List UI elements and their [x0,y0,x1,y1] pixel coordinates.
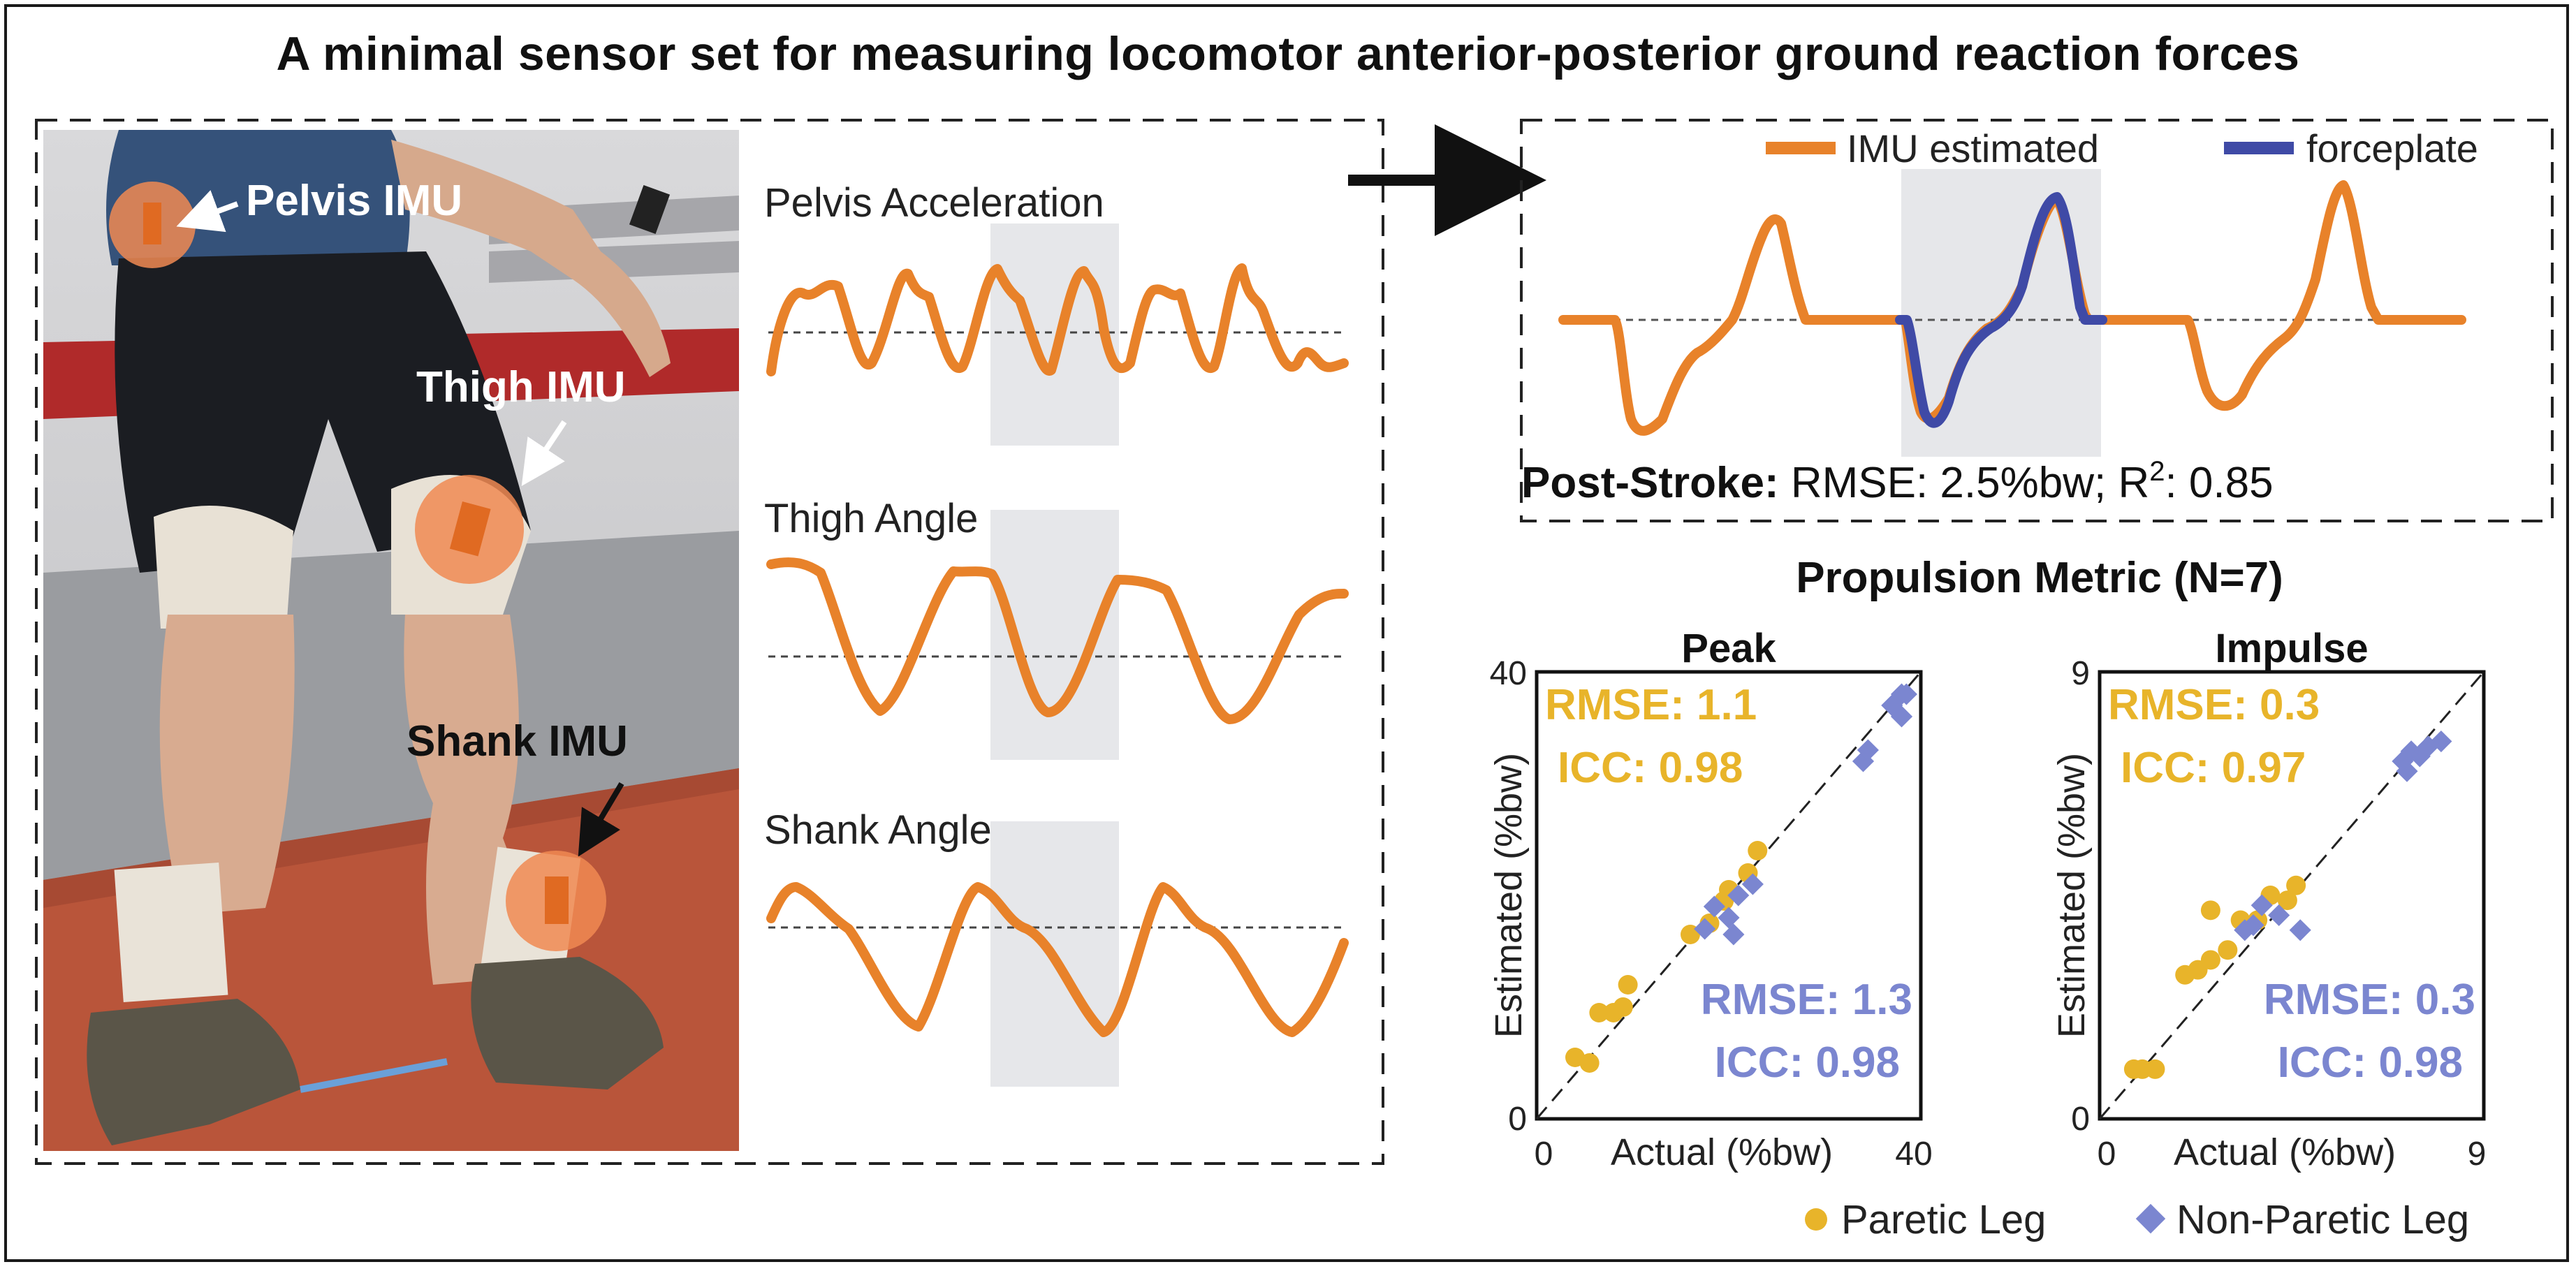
paretic-icc: ICC: 0.97 [2121,744,2306,792]
nonparetic-point [2242,914,2264,937]
pelvis-imu-arrow [176,190,239,233]
caption-end: : 0.85 [2165,459,2273,507]
scatter-plot-impulse: Impulse 9 00 9 Actual (%bw) Estimated (%bw) RM… [2051,626,2486,1173]
scatter-plot-peak: Peak 40 00 40 Actual (%bw) Estimated (%bw) RMS… [1488,626,1933,1173]
sensor-panel-border [35,119,1384,1165]
pelvis-imu-label: Pelvis IMU [246,177,462,225]
figure-frame [4,4,2569,1262]
paretic-point [1618,975,1638,995]
shank-signal-label: Shank Angle [764,807,992,853]
paretic-point [1613,997,1633,1017]
nonparetic-point [2268,904,2290,927]
pelvis-highlight [990,223,1119,446]
y-tick-max: 40 [1490,655,1527,692]
paretic-point [2200,950,2220,970]
y-axis-label: Estimated (%bw) [2051,753,2093,1038]
y-tick-max: 9 [2071,655,2090,692]
paretic-point [2200,900,2220,920]
shank-angle-trace [766,882,1349,1037]
x-tick-max: 40 [1895,1136,1932,1173]
legend-nonparetic-marker [2135,1203,2166,1234]
paretic-point [2145,1059,2165,1079]
nonparetic-point [1703,895,1725,918]
y-axis-label: Estimated (%bw) [1488,753,1530,1038]
subject-photo [43,130,739,1151]
nonparetic-point [1727,884,1750,907]
paretic-point [2286,875,2306,895]
nonparetic-point [2289,919,2311,941]
legend-forceplate-label: forceplate [2306,126,2478,170]
x-tick-max: 9 [2468,1136,2487,1173]
caption-bold: Post-Stroke: [1521,459,1779,507]
thigh-signal-label: Thigh Angle [764,496,978,541]
legend-paretic-label: Paretic Leg [1841,1197,2046,1242]
post-stroke-caption: Post-Stroke: RMSE: 2.5%bw; R2: 0.85 [1521,456,2274,507]
paretic-rmse: RMSE: 0.3 [2108,681,2320,729]
legend-nonparetic-label: Non-Paretic Leg [2176,1197,2469,1242]
paretic-point [1748,841,1768,860]
paretic-point [2277,890,2297,911]
nonparetic-icc: ICC: 0.98 [1715,1039,1900,1087]
paretic-icc: ICC: 0.98 [1558,744,1743,792]
nonparetic-point [2430,730,2452,753]
legend-imu-label: IMU estimated [1847,126,2099,170]
paretic-point [1579,1053,1600,1073]
caption-sup: 2 [2149,456,2165,487]
legend-paretic-marker [1805,1208,1827,1231]
pelvis-acceleration-trace [766,263,1349,376]
nonparetic-icc: ICC: 0.98 [2278,1039,2463,1087]
figure-title: A minimal sensor set for measuring locom… [276,27,2300,80]
nonparetic-point [2396,760,2418,782]
nonparetic-point [1694,918,1716,940]
plot-frame [2098,670,2486,1121]
plot-frame [1535,670,1923,1121]
thigh-imu-label: Thigh IMU [416,363,626,411]
shank-imu-arrow [578,782,624,857]
propulsion-title: Propulsion Metric (N=7) [1796,554,2283,602]
forceplate-trace [1895,192,2107,428]
shank-imu-label: Shank IMU [407,717,628,765]
thigh-angle-trace [766,557,1349,724]
nonparetic-point [1857,739,1879,761]
nonparetic-point [1895,683,1917,705]
x-axis-label: Actual (%bw) [1611,1131,1833,1173]
plot-title: Peak [1681,626,1776,671]
x-tick-min: 0 [2098,1136,2116,1173]
pelvis-signal-label: Pelvis Acceleration [764,180,1104,226]
caption-rest: RMSE: 2.5%bw; R [1779,459,2150,507]
nonparetic-rmse: RMSE: 1.3 [1701,976,1912,1024]
y-tick-min: 0 [2071,1101,2090,1138]
paretic-rmse: RMSE: 1.1 [1545,681,1757,729]
nonparetic-rmse: RMSE: 0.3 [2264,976,2475,1024]
thigh-imu-arrow [521,420,567,486]
x-axis-label: Actual (%bw) [2174,1131,2396,1173]
signal-traces: Pelvis Acceleration Thigh Angle Shank An… [764,180,1349,1087]
x-tick-min: 0 [1535,1136,1553,1173]
y-tick-min: 0 [1508,1101,1527,1138]
nonparetic-point [1722,923,1745,946]
paretic-point [2218,940,2238,960]
estimate-panel-border [1520,119,2554,522]
nonparetic-point [1741,873,1764,895]
nonparetic-point [2251,894,2273,916]
plot-title: Impulse [2215,626,2368,671]
nonparetic-point [1890,705,1913,728]
nonparetic-point [1718,907,1740,929]
paretic-point [1589,1003,1609,1022]
